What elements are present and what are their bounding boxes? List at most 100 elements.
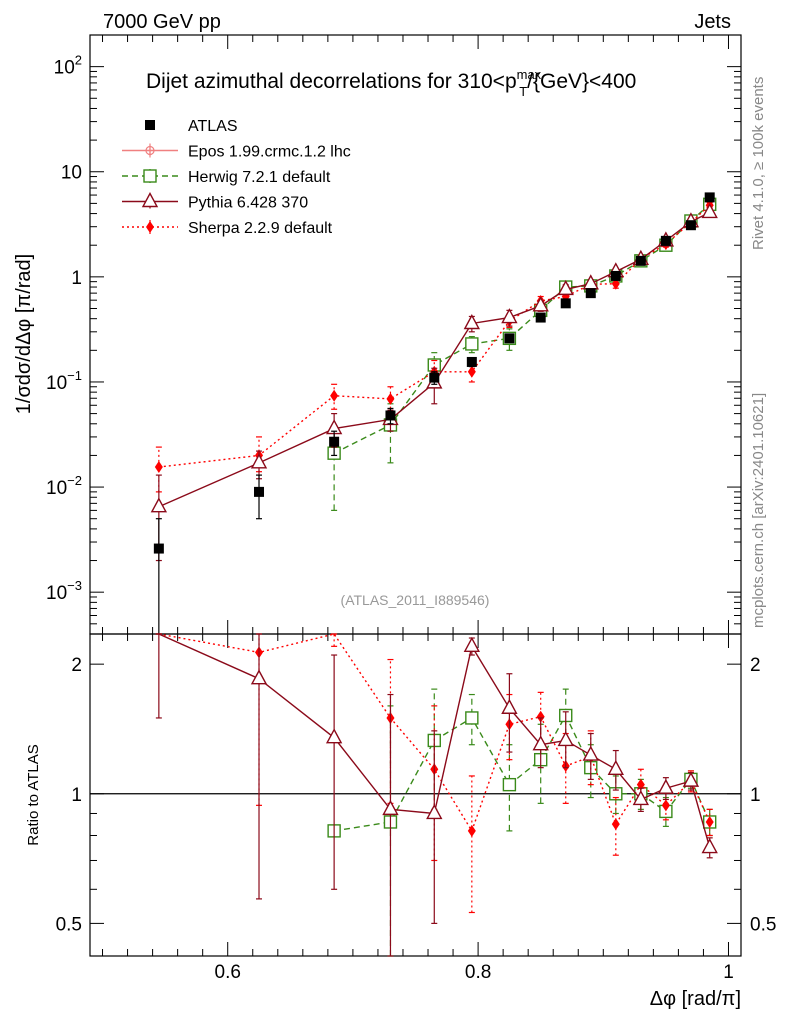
data-point [585,288,596,299]
data-point [635,255,646,266]
ratio-panel: 0.6 0.8 1 0.5 0.5 1 1 2 2 Ratio to ATLAS Δφ [rad… [25,633,776,1010]
ratio-point [582,745,599,761]
ratio-point [557,730,574,747]
data-point [685,220,696,231]
data-point [660,235,671,246]
data-point [532,296,549,312]
legend-marker [141,192,159,208]
y-tick-label: 102 [54,53,82,79]
ratio-point [657,778,675,794]
ratio-point [532,735,549,751]
y-tick-label-exp: −1 [67,368,82,383]
ratio-point [661,799,670,812]
ratio-point [382,799,399,816]
ratio-series-layer [155,633,718,957]
ratio-point [701,838,718,854]
ratio-point [250,669,268,685]
data-point [386,392,395,405]
data-point [153,543,164,554]
series-atlas [153,192,715,635]
data-point [150,497,168,513]
legend-label: Herwig 7.2.1 default [188,169,331,186]
ratio-tick-label: 0.5 [56,914,82,935]
x-tick-label: 1 [723,962,734,983]
y-tick-label: 10−1 [46,368,82,394]
ratio-tick-label-right: 0.5 [750,914,776,935]
y-tick-label-exp: −3 [67,578,82,593]
legend-marker [146,221,154,233]
legend-label: Epos 1.99.crmc.1.2 lhc [188,144,351,161]
legend-label: ATLAS [188,118,238,135]
y-tick-label-base: 10 [46,583,67,604]
y-tick-label: 10 [61,163,82,184]
data-point [429,372,440,383]
legend-item-epos: Epos 1.99.crmc.1.2 lhc [122,143,351,161]
ratio-point [611,818,620,831]
y-tick-label: 1 [71,268,82,289]
data-point [701,202,718,219]
legend-item-herwig: Herwig 7.2.1 default [122,169,331,186]
data-point [466,356,477,367]
data-point [154,461,163,474]
ratio-point [705,815,714,828]
ratio-point [682,771,700,787]
legend-label: Sherpa 2.2.9 default [188,220,333,237]
x-tick-label: 0.6 [215,962,241,983]
data-point [504,333,515,344]
y-tick-label-base: 10 [46,478,67,499]
series-line-sherpa [158,204,711,468]
data-point [501,308,518,324]
ratio-series-herwig [327,688,717,957]
ratio-point [536,710,545,723]
data-point [385,410,396,421]
mcplots-label: mcplots.cern.ch [arXiv:2401.10621] [750,393,767,628]
ratio-point [465,711,479,725]
data-point [465,337,479,351]
legend-marker [145,120,155,130]
data-point [557,279,574,296]
ratio-tick-label-right: 1 [750,785,761,806]
ratio-tick-label: 2 [71,655,82,676]
data-point [560,298,571,309]
data-point [329,436,340,447]
data-point [463,314,481,330]
y-tick-label-base: 10 [54,58,75,79]
ratio-tick-label: 1 [71,785,82,806]
main-series-layer [150,192,718,635]
ratio-point [467,824,476,837]
y-tick-label: 10−3 [46,578,82,604]
legend-marker [145,145,155,156]
ratio-point [502,777,517,792]
ratio-point [607,759,624,775]
legend-item-pythia: Pythia 6.428 370 [122,192,308,212]
series-sherpa [154,199,714,493]
rivet-label: Rivet 4.1.0, ≥ 100k events [750,77,767,250]
data-point [250,453,268,469]
ratio-point [463,636,481,653]
ratio-point [501,698,518,714]
ratio-tick-label-right: 2 [750,655,761,676]
ratio-y-axis-label: Ratio to ATLAS [25,744,42,845]
legend: ATLAS Epos 1.99.crmc.1.2 lhc Herwig 7.2.1 … [122,118,351,237]
y-tick-label-exp: −2 [67,473,82,488]
ratio-frame [89,633,742,957]
ratio-series-pythia [155,633,718,957]
ratio-point [632,789,650,806]
ratio-point [325,728,343,744]
y-tick-label-exp: 2 [75,53,82,68]
data-point [610,270,621,281]
x-tick-label: 0.8 [465,962,491,983]
legend-item-sherpa: Sherpa 2.2.9 default [122,220,333,237]
data-point [254,486,265,497]
legend-item-atlas: ATLAS [145,118,238,135]
data-point [467,365,476,378]
chart-title: Dijet azimuthal decorrelations for 310<p… [146,67,636,99]
y-axis-label: 1/σdσ/dΔφ [π/rad] [13,254,35,414]
x-axis-label: Δφ [rad/π] [650,988,741,1010]
process-label: Jets [694,11,731,33]
y-tick-label-base: 10 [46,373,67,394]
data-point [535,312,546,323]
legend-marker [143,169,157,183]
